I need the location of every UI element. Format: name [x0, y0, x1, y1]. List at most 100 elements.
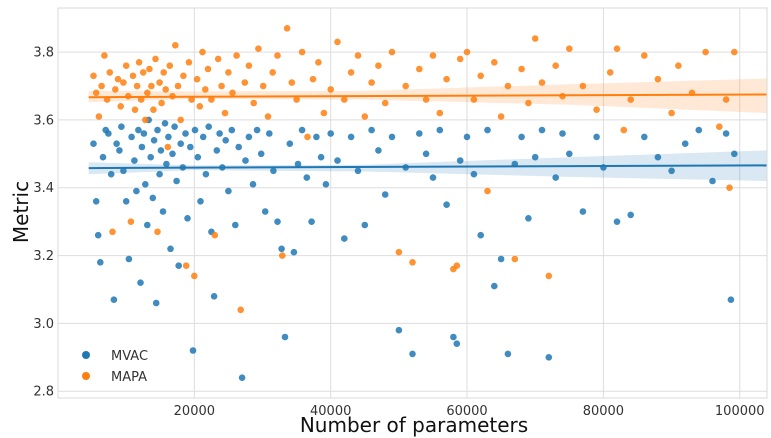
data-point-mvac	[238, 374, 246, 382]
data-point-mvac	[135, 126, 142, 134]
data-point-mvac	[131, 157, 138, 164]
data-point-mapa	[98, 82, 105, 90]
data-point-mapa	[641, 52, 648, 59]
data-point-mvac	[194, 153, 202, 161]
data-point-mvac	[257, 150, 265, 158]
data-point-mvac	[189, 347, 197, 354]
data-point-mapa	[233, 52, 240, 59]
data-point-mapa	[375, 62, 382, 69]
data-point-mapa	[613, 45, 621, 52]
data-point-mvac	[122, 198, 130, 205]
regression-line-mapa	[88, 93, 768, 99]
data-point-mapa	[436, 109, 444, 117]
data-point-mapa	[341, 96, 348, 103]
data-point-mvac	[187, 143, 194, 151]
regression-lines	[88, 93, 768, 170]
x-tick-label: 40000	[310, 404, 351, 419]
data-point-mvac	[436, 126, 444, 134]
y-tick-label: 3.8	[33, 46, 54, 61]
data-point-mvac	[566, 150, 573, 158]
data-point-mvac	[286, 140, 294, 147]
y-tick-label: 2.8	[33, 385, 54, 400]
data-point-mvac	[128, 133, 135, 141]
data-point-mapa	[315, 59, 322, 66]
data-point-mvac	[182, 130, 189, 137]
data-point-mapa	[429, 52, 437, 59]
data-point-mvac	[118, 123, 125, 130]
data-point-mvac	[477, 231, 485, 239]
data-point-mapa	[133, 82, 141, 90]
data-point-mvac	[228, 126, 236, 134]
data-point-mvac	[422, 150, 430, 158]
data-point-mapa	[117, 103, 124, 110]
data-point-mapa	[177, 116, 184, 124]
data-point-mapa	[101, 52, 108, 59]
data-point-mapa	[90, 72, 97, 80]
data-point-mvac	[443, 201, 450, 208]
data-point-mapa	[347, 69, 355, 76]
data-point-mvac	[593, 133, 600, 141]
data-point-mvac	[161, 120, 169, 127]
data-point-mvac	[150, 137, 158, 144]
data-point-mvac	[184, 215, 191, 222]
data-point-mapa	[225, 69, 232, 76]
data-point-mvac	[409, 350, 416, 358]
legend-label-mapa: MAPA	[111, 370, 147, 385]
legend-marker-mapa	[82, 372, 90, 380]
data-point-mapa	[182, 262, 190, 270]
data-point-mvac	[177, 140, 184, 147]
data-point-mvac	[453, 340, 461, 348]
data-point-mvac	[388, 133, 396, 141]
legend: MVAC MAPA	[82, 349, 148, 385]
data-point-mapa	[127, 218, 135, 225]
data-point-mapa	[196, 103, 204, 110]
data-point-mapa	[283, 25, 291, 32]
data-point-mapa	[122, 62, 130, 69]
data-point-mvac	[518, 133, 525, 141]
data-point-mapa	[193, 75, 201, 83]
data-point-mapa	[409, 259, 416, 266]
data-point-mapa	[106, 69, 114, 76]
data-point-mvac	[654, 153, 662, 161]
data-point-mapa	[188, 96, 195, 103]
data-point-mvac	[429, 174, 437, 181]
data-point-mvac	[504, 350, 512, 358]
legend-label-mvac: MVAC	[111, 349, 148, 364]
data-point-mapa	[702, 48, 709, 56]
data-point-mapa	[185, 59, 193, 66]
data-point-mvac	[545, 354, 553, 361]
data-point-mapa	[545, 272, 553, 280]
data-point-mvac	[99, 153, 107, 161]
data-point-mvac	[113, 140, 120, 147]
data-point-mvac	[157, 147, 165, 154]
data-point-mapa	[172, 42, 179, 49]
data-point-mapa	[593, 106, 600, 113]
data-point-mvac	[531, 153, 539, 161]
data-point-mapa	[259, 82, 267, 90]
data-point-mvac	[450, 333, 457, 341]
plot-frame	[57, 7, 768, 399]
data-point-mvac	[334, 157, 341, 164]
data-point-mapa	[334, 38, 341, 46]
data-point-mvac	[613, 218, 621, 225]
data-point-mvac	[159, 208, 167, 215]
data-point-mvac	[731, 150, 738, 158]
data-point-mvac	[116, 147, 123, 154]
data-point-mvac	[144, 221, 151, 229]
data-point-mvac	[120, 167, 127, 175]
data-point-mapa	[229, 89, 236, 97]
data-point-mvac	[354, 167, 362, 175]
data-point-mapa	[166, 62, 174, 69]
data-point-mvac	[274, 218, 281, 225]
data-point-mapa	[92, 89, 100, 97]
data-point-mapa	[497, 113, 505, 120]
data-point-mapa	[109, 228, 116, 236]
data-point-mapa	[131, 106, 139, 113]
data-point-mvac	[290, 248, 298, 256]
data-point-mvac	[140, 130, 148, 137]
data-point-mapa	[214, 55, 222, 63]
data-point-mapa	[120, 79, 127, 86]
data-point-mapa	[293, 96, 300, 103]
data-point-mapa	[152, 55, 159, 63]
data-point-mvac	[191, 126, 199, 134]
